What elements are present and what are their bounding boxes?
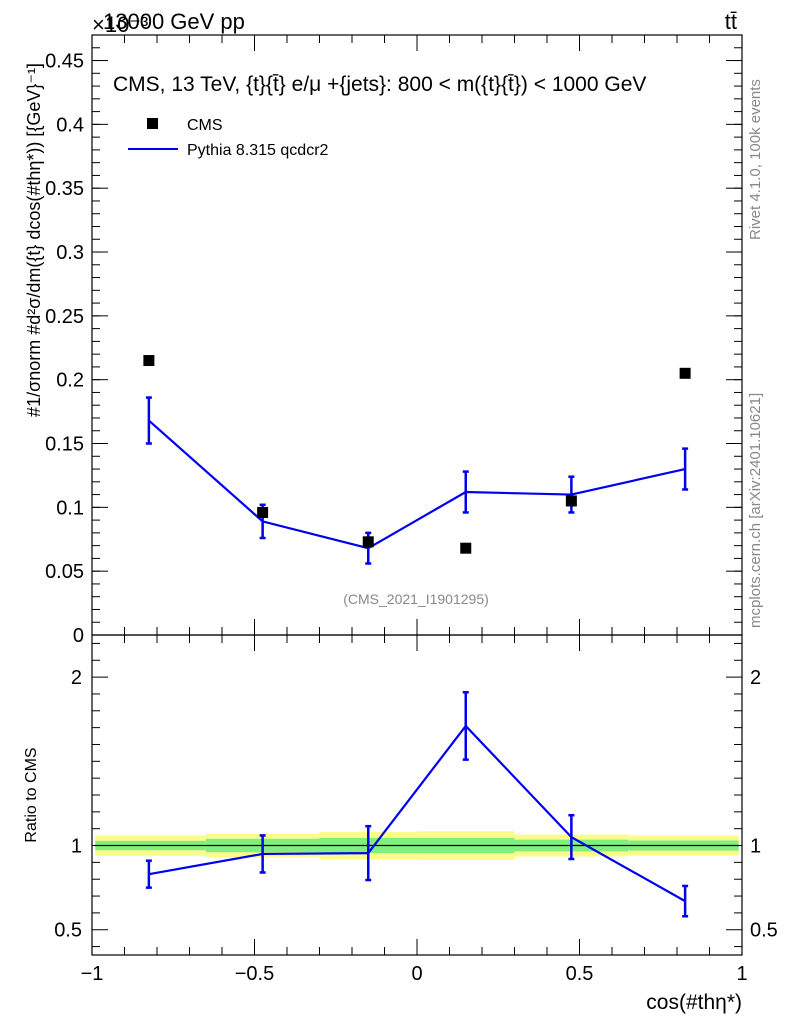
ratio-panel-frame — [91, 634, 743, 956]
x-tick-label: 0 — [411, 963, 422, 985]
data-point — [679, 367, 691, 379]
data-point — [565, 495, 577, 507]
data-point — [257, 506, 269, 518]
x-tick-label: 0.5 — [566, 963, 594, 985]
data-point — [362, 536, 374, 548]
mc-series-ratio — [145, 691, 689, 918]
main-y-tick-label: 0 — [73, 625, 84, 647]
x-tick-label: 1 — [736, 963, 747, 985]
ratio-y-tick-label: 0.5 — [54, 920, 82, 942]
x-axis-label: cos(#thη*) — [646, 991, 742, 1014]
x-tick-label: −0.5 — [235, 963, 274, 985]
mc-line-ratio — [148, 724, 686, 903]
mcplots-label: mcplots.cern.ch [arXiv:2401.10621] — [747, 393, 764, 628]
mc-series-main — [145, 396, 689, 565]
ratio-frame-rect — [91, 634, 743, 956]
main-y-axis-label: #1/σnorm #d²σ/dm({t} dcos(#thη*)) [{GeV}… — [24, 63, 44, 417]
main-y-tick-label: 0.2 — [56, 370, 84, 392]
main-y-tick-label: 0.25 — [45, 306, 84, 328]
data-series-main — [143, 355, 691, 554]
process-label: tt̄ — [725, 9, 737, 34]
main-y-tick-label: 0.45 — [45, 51, 84, 73]
mc-line-main — [148, 419, 686, 550]
rivet-label: Rivet 4.1.0, 100k events — [747, 79, 764, 240]
ratio-y-tick-label-right: 0.5 — [750, 920, 778, 942]
data-point — [460, 542, 472, 554]
x-tick-label: −1 — [81, 963, 104, 985]
main-y-tick-label: 0.3 — [56, 242, 84, 264]
legend-data-label: CMS — [187, 117, 223, 134]
ratio-y-tick-label-right: 1 — [750, 836, 761, 858]
ratio-y-tick-label: 1 — [71, 836, 82, 858]
legend-data-marker — [147, 118, 158, 129]
plot-title: CMS, 13 TeV, {t}{t̄} e/μ +{jets}: 800 < … — [113, 73, 646, 96]
main-y-tick-label: 0.15 — [45, 434, 84, 456]
main-y-tick-label: 0.05 — [45, 561, 84, 583]
main-y-tick-label: 0.1 — [56, 497, 84, 519]
x-ticks: −1 −0.5 0 0.5 1 — [81, 35, 748, 985]
data-point — [143, 355, 155, 367]
main-y-tick-label: 0.35 — [45, 178, 84, 200]
ratio-y-tick-label: 2 — [71, 667, 82, 689]
legend-mc-label: Pythia 8.315 qcdcr2 — [187, 142, 329, 159]
ratio-y-tick-label-right: 2 — [750, 667, 761, 689]
main-y-tick-label: 0.4 — [56, 114, 84, 136]
ratio-y-axis-label: Ratio to CMS — [23, 747, 40, 842]
exponent-label: ×10⁻³ — [92, 12, 148, 37]
ratio-y-ticks: 0.5 0.5 1 1 2 2 — [54, 642, 778, 948]
energy-label: 13000 GeV pp — [103, 9, 245, 34]
analysis-id: (CMS_2021_I1901295) — [343, 591, 489, 607]
ratio-uncertainty-band — [95, 831, 739, 860]
main-y-ticks: 0 0.05 0.1 0.15 0.2 0.25 0.3 0.35 0.4 0.45 — [45, 34, 742, 647]
